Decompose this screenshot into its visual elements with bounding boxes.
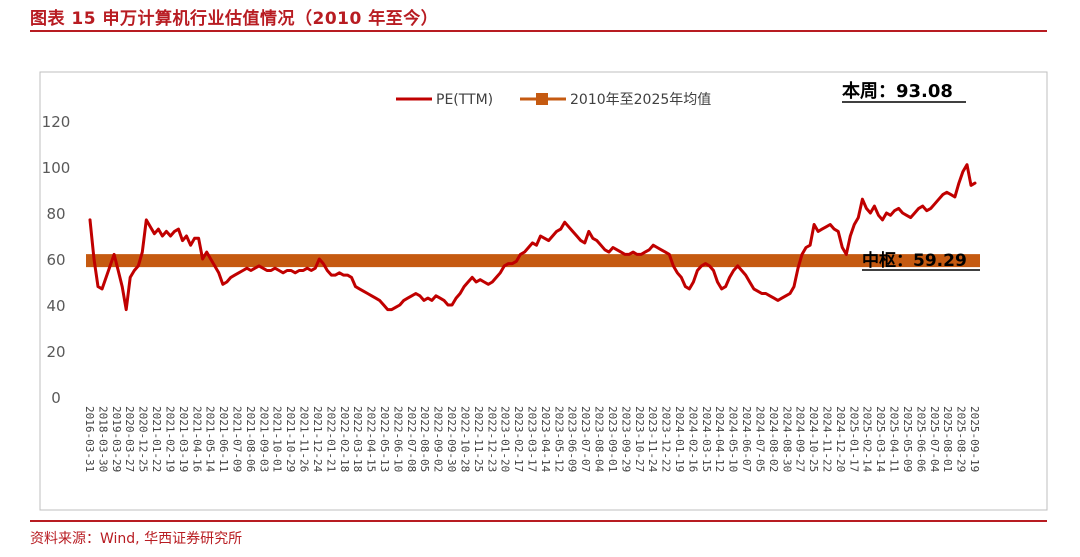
legend-label-mean: 2010年至2025年均值	[570, 92, 711, 108]
x-tick-label: 2023-01-20	[499, 406, 512, 472]
x-tick-label: 2025-05-09	[901, 406, 914, 472]
x-tick-label: 2022-01-21	[324, 406, 337, 472]
y-tick-label: 20	[46, 343, 65, 361]
x-tick-label: 2025-06-06	[914, 406, 927, 472]
x-tick-label: 2022-05-13	[378, 406, 391, 472]
x-tick-label: 2023-07-07	[579, 406, 592, 472]
x-tick-label: 2024-03-15	[700, 406, 713, 472]
x-tick-label: 2021-12-24	[311, 406, 324, 473]
x-tick-label: 2024-02-16	[686, 406, 699, 472]
x-tick-label: 2021-07-09	[231, 406, 244, 472]
x-tick-label: 2020-12-25	[137, 406, 150, 472]
top-divider	[30, 30, 1047, 32]
current-value-label: 本周：93.08	[842, 80, 953, 102]
x-tick-label: 2021-01-22	[150, 406, 163, 472]
x-tick-label: 2024-01-19	[673, 406, 686, 472]
x-tick-label: 2025-07-04	[928, 406, 941, 473]
x-tick-label: 2022-09-30	[445, 406, 458, 472]
y-tick-label: 40	[46, 297, 65, 315]
x-tick-label: 2019-03-29	[110, 406, 123, 472]
x-tick-label: 2018-03-30	[96, 406, 109, 472]
y-tick-label: 120	[42, 113, 71, 131]
x-tick-label: 2023-12-22	[660, 406, 673, 472]
x-tick-label: 2022-12-23	[485, 406, 498, 472]
x-tick-label: 2022-07-08	[405, 406, 418, 472]
legend-swatch-mean-marker	[536, 93, 548, 105]
x-tick-label: 2023-10-27	[633, 406, 646, 472]
x-tick-label: 2021-11-26	[298, 406, 311, 472]
x-tick-label: 2022-03-18	[351, 406, 364, 472]
x-tick-label: 2025-04-11	[888, 406, 901, 472]
x-tick-label: 2021-02-19	[164, 406, 177, 472]
source-note: 资料来源：Wind, 华西证券研究所	[30, 531, 243, 547]
mean-value-label: 中枢：59.29	[862, 250, 967, 271]
x-tick-label: 2025-08-01	[941, 406, 954, 472]
x-tick-label: 2021-08-06	[244, 406, 257, 472]
x-tick-label: 2024-08-02	[767, 406, 780, 472]
x-tick-label: 2022-04-15	[365, 406, 378, 472]
x-tick-label: 2021-03-19	[177, 406, 190, 472]
x-tick-label: 2025-08-29	[955, 406, 968, 472]
y-tick-label: 0	[51, 389, 61, 407]
pe-series-line	[88, 163, 977, 312]
x-tick-label: 2025-03-14	[874, 406, 887, 473]
x-tick-label: 2023-09-01	[606, 406, 619, 472]
x-tick-label: 2023-11-24	[646, 406, 659, 473]
x-axis: 2016-03-31 2018-03-30 2019-03-29 2020-03-27…	[83, 406, 981, 473]
plot-border	[39, 71, 1048, 511]
x-tick-label: 2023-05-12	[552, 406, 565, 472]
x-tick-label: 2022-02-18	[338, 406, 351, 472]
y-axis: 0 20 40 60 80 100 120	[42, 113, 71, 407]
x-tick-label: 2024-11-22	[821, 406, 834, 472]
x-tick-label: 2024-04-12	[713, 406, 726, 472]
x-tick-label: 2024-09-27	[794, 406, 807, 472]
y-tick-label: 60	[46, 251, 65, 269]
x-tick-label: 2021-10-29	[284, 406, 297, 472]
x-tick-label: 2023-04-14	[539, 406, 552, 473]
x-tick-label: 2025-09-19	[968, 406, 981, 472]
x-tick-label: 2022-09-02	[432, 406, 445, 472]
x-tick-label: 2024-08-30	[780, 406, 793, 472]
x-tick-label: 2023-06-09	[566, 406, 579, 472]
series-layer	[88, 163, 977, 312]
x-tick-label: 2021-10-01	[271, 406, 284, 472]
x-tick-label: 2021-09-03	[257, 406, 270, 472]
legend: PE(TTM) 2010年至2025年均值	[396, 92, 711, 108]
x-tick-label: 2021-04-16	[190, 406, 203, 472]
x-tick-label: 2021-05-14	[204, 406, 217, 473]
y-tick-label: 80	[46, 205, 65, 223]
x-tick-label: 2024-10-25	[807, 406, 820, 472]
x-tick-label: 2020-03-27	[123, 406, 136, 472]
x-tick-label: 2022-11-25	[472, 406, 485, 472]
x-tick-label: 2025-01-17	[847, 406, 860, 472]
x-tick-label: 2022-10-28	[459, 406, 472, 472]
x-tick-label: 2016-03-31	[83, 406, 96, 472]
x-tick-label: 2022-08-05	[418, 406, 431, 472]
x-tick-label: 2022-06-10	[391, 406, 404, 472]
x-tick-label: 2024-07-05	[754, 406, 767, 472]
y-tick-label: 100	[42, 159, 71, 177]
legend-label-pe: PE(TTM)	[436, 92, 493, 108]
bottom-divider	[30, 520, 1047, 522]
x-tick-label: 2024-05-10	[727, 406, 740, 472]
x-tick-label: 2024-12-20	[834, 406, 847, 472]
figure-title: 图表 15 申万计算机行业估值情况（2010 年至今）	[30, 9, 439, 29]
x-tick-label: 2025-02-14	[861, 406, 874, 473]
x-tick-label: 2023-08-04	[593, 406, 606, 473]
x-tick-label: 2023-02-17	[512, 406, 525, 472]
x-tick-label: 2024-06-07	[740, 406, 753, 472]
x-tick-label: 2021-06-11	[217, 406, 230, 472]
x-tick-label: 2023-03-17	[526, 406, 539, 472]
x-tick-label: 2023-09-29	[619, 406, 632, 472]
